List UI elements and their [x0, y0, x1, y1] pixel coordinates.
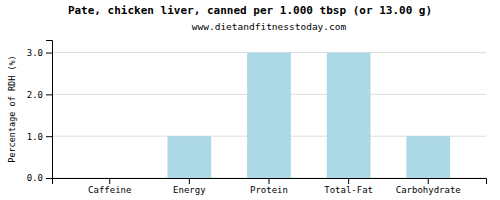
x-tick: Caffeine	[88, 178, 131, 195]
subtitle: www.dietandfitnesstoday.com	[192, 21, 347, 32]
tick-mark	[269, 178, 270, 184]
tick-mark	[46, 178, 52, 179]
x-tick: Total-Fat	[324, 178, 373, 195]
x-tick: Carbohydrate	[396, 178, 461, 195]
tick-mark	[46, 53, 52, 54]
y-axis: 0.0 1.0 2.0 3.0	[27, 41, 53, 184]
y-axis-title: Percentage of RDH (%)	[7, 55, 17, 162]
axis-line	[46, 41, 53, 179]
title: Pate, chicken liver, canned per 1.000 tb…	[68, 4, 432, 17]
tick-label: 2.0	[27, 90, 43, 100]
tick-mark	[428, 178, 429, 184]
bar	[247, 53, 291, 178]
bars	[167, 53, 450, 178]
bar	[88, 178, 132, 179]
axis-line	[53, 179, 487, 185]
y-tick: 2.0	[27, 90, 52, 100]
x-tick: Energy	[173, 178, 206, 195]
plot-area: Caffeine Energy Protein Total-Fat Carbohydra…	[27, 41, 487, 196]
tick-mark	[109, 178, 110, 184]
y-tick: 1.0	[27, 132, 52, 142]
bar	[167, 136, 211, 178]
tick-label: Caffeine	[88, 185, 131, 195]
tick-label: Energy	[173, 185, 206, 195]
chart-svg: Pate, chicken liver, canned per 1.000 tb…	[0, 0, 500, 200]
tick-label: 1.0	[27, 132, 43, 142]
bar	[406, 136, 450, 178]
y-tick: 0.0	[27, 173, 52, 183]
tick-label: Total-Fat	[324, 185, 373, 195]
tick-mark	[189, 178, 190, 184]
tick-label: Protein	[250, 185, 288, 195]
chart-container: Pate, chicken liver, canned per 1.000 tb…	[0, 0, 500, 200]
tick-mark	[46, 94, 52, 95]
tick-label: Carbohydrate	[396, 185, 461, 195]
tick-label: 3.0	[27, 48, 43, 58]
tick-label: 0.0	[27, 173, 43, 183]
x-axis: Caffeine Energy Protein Total-Fat Carbohydra…	[53, 178, 487, 195]
x-tick: Protein	[250, 178, 288, 195]
tick-mark	[348, 178, 349, 184]
y-tick: 3.0	[27, 48, 52, 58]
grid	[52, 53, 486, 178]
tick-mark	[46, 136, 52, 137]
bar	[327, 53, 371, 178]
